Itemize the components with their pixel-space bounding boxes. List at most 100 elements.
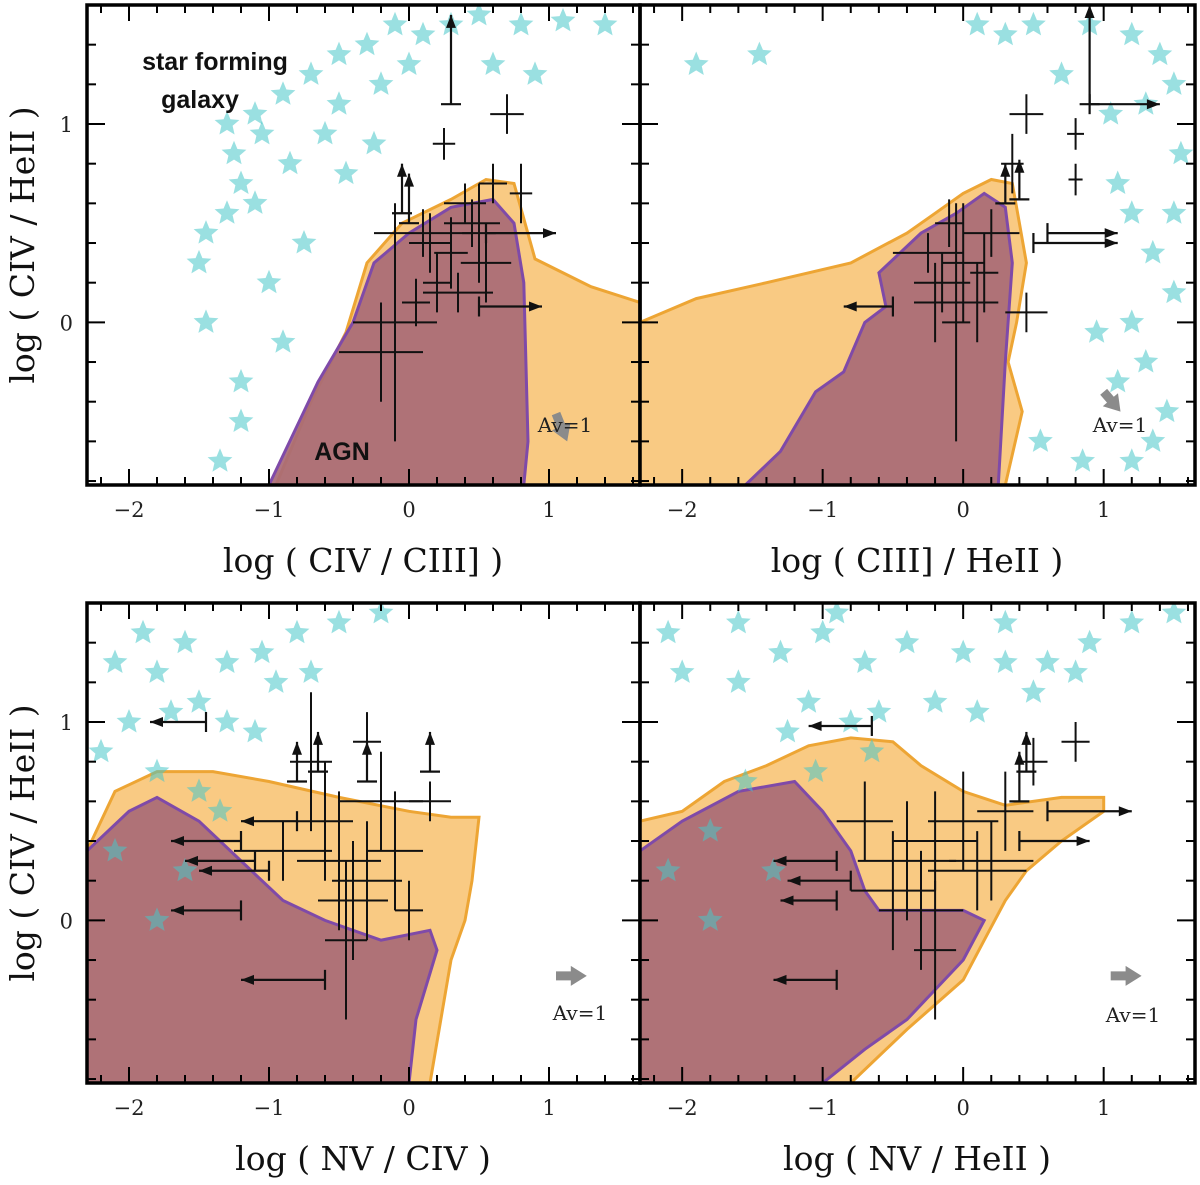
star-forming-model-point (1049, 61, 1074, 85)
object-errorbar (509, 163, 533, 224)
object-errorbar (374, 209, 472, 257)
star-forming-model-point (1168, 140, 1194, 165)
y-tick-label: 0 (60, 311, 73, 335)
object-errorbar (423, 272, 493, 313)
star-forming-model-point (214, 200, 240, 224)
star-forming-model-point (256, 269, 282, 294)
star-forming-model-point (102, 649, 128, 673)
star-forming-model-point (186, 249, 212, 274)
y-tick-label: 1 (60, 113, 73, 137)
y-tick-label: 0 (60, 909, 73, 933)
star-forming-model-point (810, 619, 835, 644)
star-forming-model-point (116, 709, 142, 733)
star-forming-model-point (747, 41, 772, 66)
object-errorbar (963, 209, 1020, 257)
star-forming-model-point (193, 309, 219, 333)
object-errorbar (1019, 737, 1048, 786)
limit-arrow (1046, 223, 1118, 244)
x-axis-label: log ( NV / HeII ) (783, 1139, 1051, 1178)
plot-frame (638, 3, 1197, 487)
limit-arrow (399, 173, 419, 225)
star-forming-model-point (592, 11, 618, 36)
star-forming-model-point (824, 603, 850, 624)
star-forming-model-point (172, 629, 198, 654)
object-errorbar (409, 213, 451, 273)
limit-arrow (287, 741, 307, 783)
star-forming-model-point (130, 619, 156, 644)
star-forming-model-point (102, 837, 128, 862)
x-tick-label: −1 (807, 498, 838, 522)
star-forming-model-point (214, 649, 240, 673)
object-errorbar (409, 781, 451, 822)
star-forming-model-point (410, 21, 436, 46)
star-forming-model-point (697, 818, 723, 842)
limit-arrow (773, 969, 838, 990)
star-forming-model-point (172, 857, 198, 882)
limit-arrow (787, 870, 852, 891)
x-tick-label: 1 (542, 1096, 555, 1120)
star-forming-model-point (326, 41, 352, 66)
star-forming-model-point (894, 629, 920, 654)
star-forming-model-point (866, 699, 892, 723)
agn-region-inner (87, 795, 439, 1083)
extinction-arrow (1110, 965, 1142, 986)
star-forming-model-point (1105, 368, 1131, 393)
object-errorbar (977, 771, 1034, 851)
star-forming-model-point (1070, 448, 1095, 472)
star-forming-model-point (186, 689, 212, 713)
object-errorbar (836, 781, 893, 861)
x-tick-label: −2 (114, 1096, 145, 1120)
star-forming-model-point (1161, 603, 1187, 624)
star-forming-model-point (144, 758, 170, 783)
limit-arrow (1009, 159, 1030, 201)
star-forming-model-point (1133, 349, 1159, 373)
star-forming-model-point (1161, 71, 1187, 95)
annotation-galaxy: galaxy (161, 86, 239, 114)
star-forming-model-point (480, 51, 506, 75)
object-errorbar (234, 821, 332, 881)
object-errorbar (432, 128, 456, 160)
star-forming-model-point (263, 669, 289, 693)
star-forming-model-point (333, 160, 359, 185)
star-forming-model-point (1147, 41, 1173, 66)
star-forming-model-point (144, 659, 170, 683)
av-label: Av=1 (1092, 413, 1147, 437)
x-tick-label: 1 (1097, 498, 1110, 522)
x-tick-label: 0 (402, 498, 415, 522)
limit-arrow (308, 731, 328, 773)
object-errorbar (339, 302, 423, 402)
object-errorbar (297, 761, 353, 881)
x-tick-label: −2 (667, 498, 698, 522)
object-errorbar (402, 278, 430, 327)
star-forming-model-point (803, 758, 828, 783)
y-tick-label: 1 (60, 711, 73, 735)
plot-frame (638, 601, 1197, 1085)
object-errorbar (1068, 163, 1083, 196)
panel-ciii-heii: −2 −1 0 1 (638, 3, 1197, 522)
limit-arrow (808, 715, 873, 736)
limit-arrow (1079, 5, 1100, 106)
star-forming-model-point (382, 11, 408, 36)
star-forming-model-point (326, 91, 352, 115)
limit-arrow (1016, 731, 1037, 773)
star-forming-model-point (1098, 101, 1124, 125)
star-forming-model-point (249, 120, 275, 145)
object-errorbar (942, 203, 971, 442)
star-forming-model-point (312, 120, 338, 145)
object-errorbar (434, 217, 468, 289)
annotation-star-forming: star forming (142, 48, 288, 76)
star-forming-model-point (1161, 279, 1187, 304)
av-label: Av=1 (537, 413, 592, 437)
object-errorbar (490, 94, 524, 134)
star-forming-model-point (249, 639, 275, 664)
object-errorbar (928, 831, 1027, 911)
star-forming-model-point (775, 718, 800, 743)
object-errorbar (914, 262, 957, 343)
y-axis-label: log ( CIV / HeII ) (3, 106, 42, 383)
star-forming-model-point (270, 81, 296, 105)
star-forming-model-point (277, 150, 303, 175)
object-errorbar (892, 233, 964, 273)
limit-arrow (477, 296, 542, 317)
x-axis-label: log ( CIII] / HeII ) (771, 541, 1063, 580)
star-forming-model-point (326, 609, 352, 634)
